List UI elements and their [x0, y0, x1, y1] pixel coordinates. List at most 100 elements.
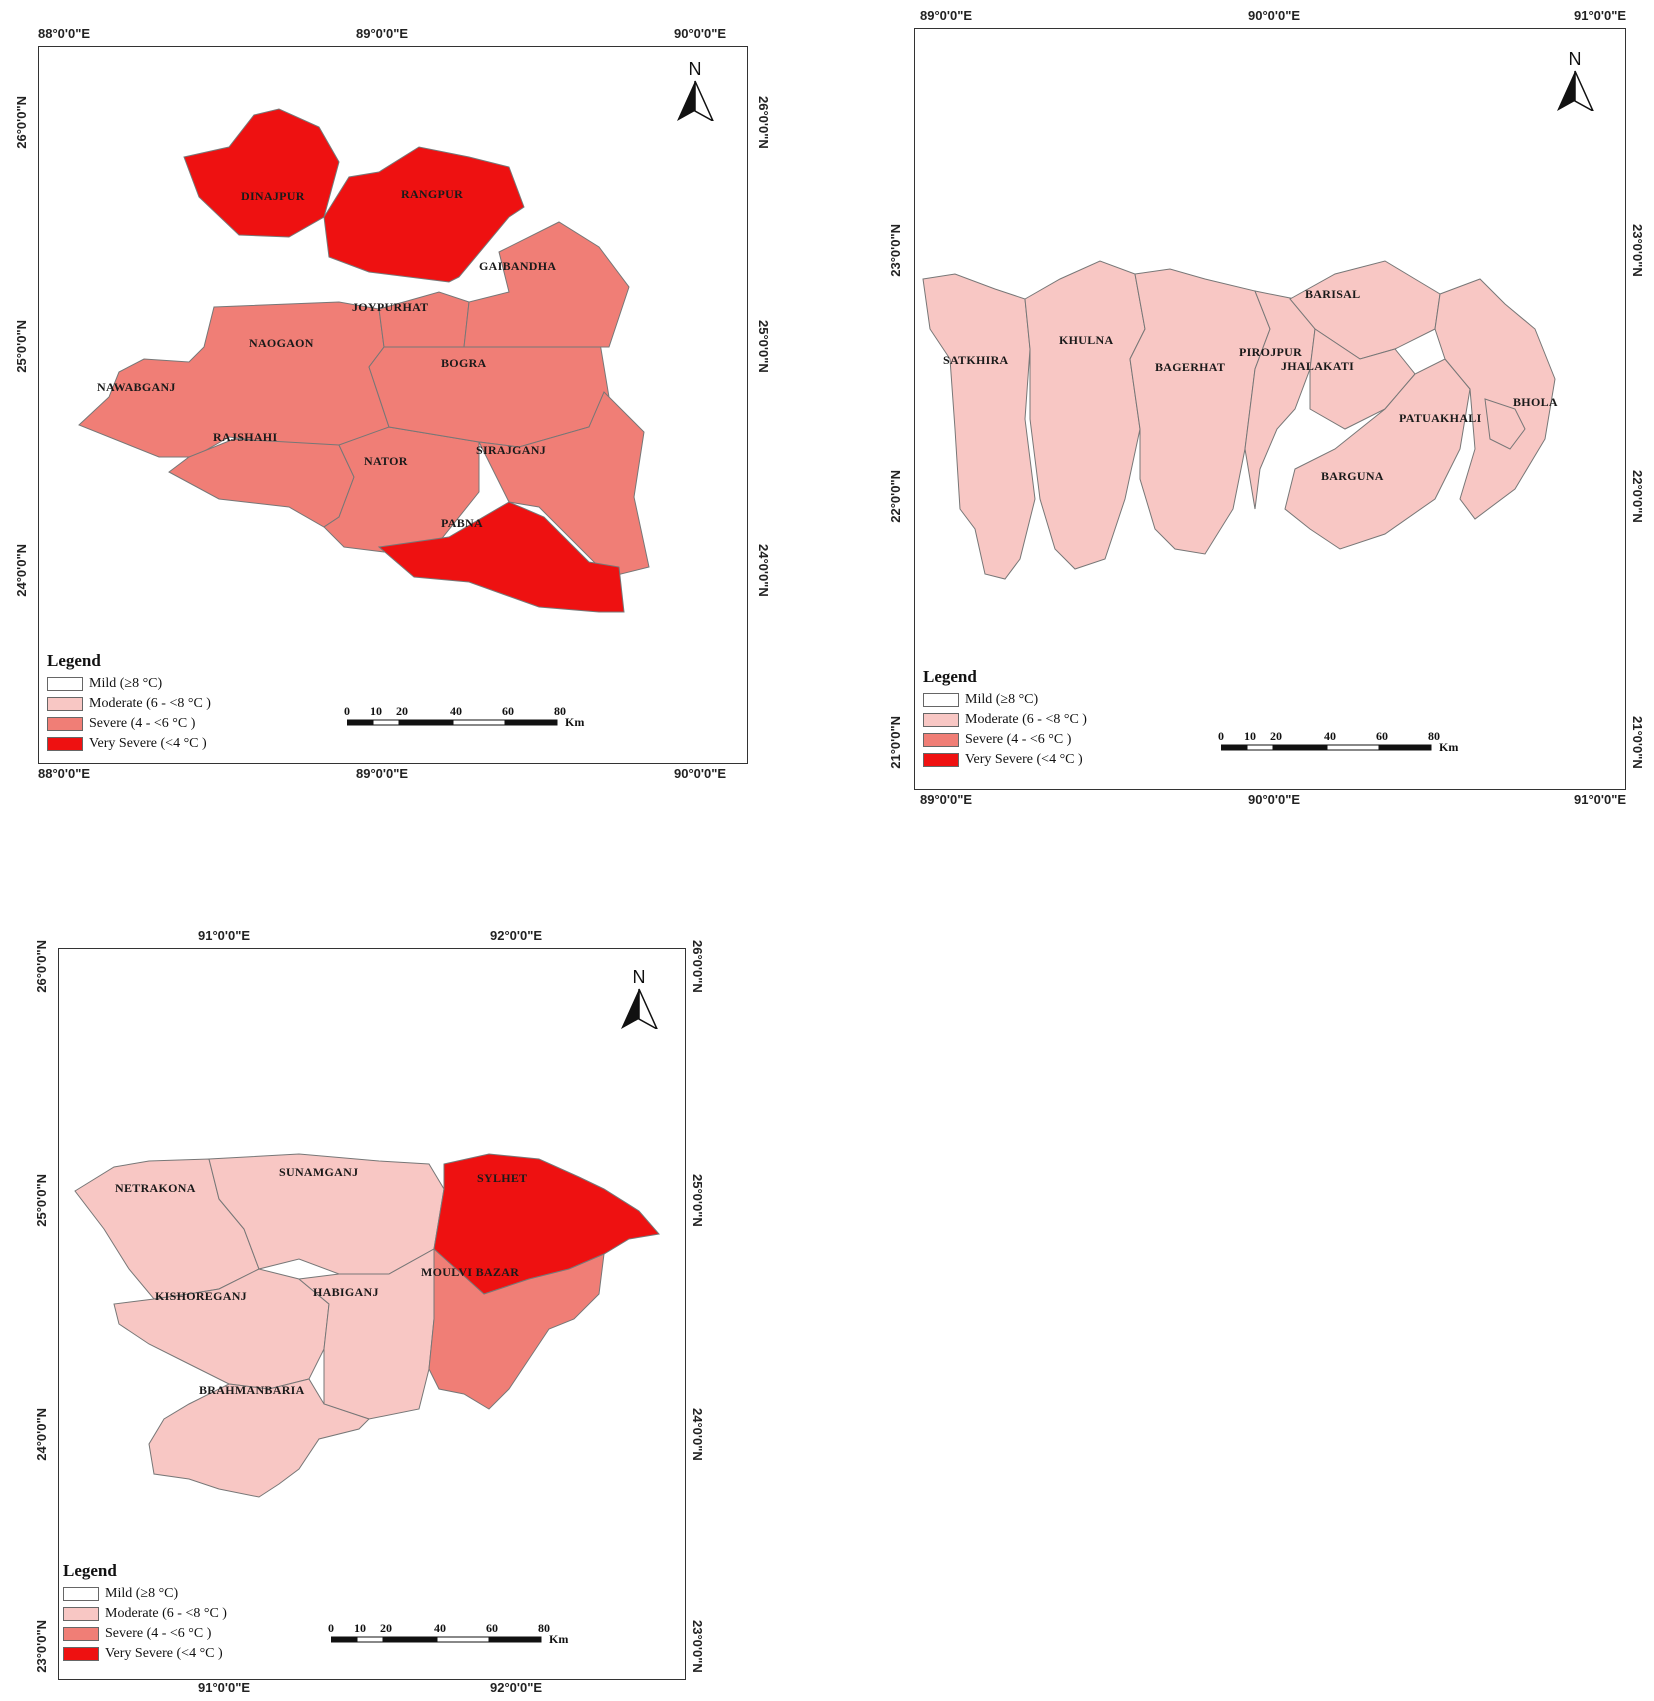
right-tick: 23°0'0"N: [1630, 224, 1645, 277]
legend-item: Mild (≥8 °C): [47, 674, 211, 694]
left-tick: 21°0'0"N: [888, 716, 903, 769]
scale-tick-label: 80: [554, 704, 566, 718]
district-label: MOULVI BAZAR: [421, 1265, 520, 1279]
district-shape: [323, 146, 525, 283]
legend-swatch: [923, 693, 959, 707]
district-label: SYLHET: [477, 1171, 528, 1185]
district-label: BRAHMANBARIA: [199, 1383, 305, 1397]
scale-unit: Km: [1439, 740, 1459, 754]
bottom-tick: 89°0'0"E: [356, 766, 409, 781]
district-shape: [1129, 268, 1271, 555]
legend-label: Severe (4 - <6 °C ): [89, 716, 196, 731]
map-frame: NETRAKONA SUNAMGANJ SYLHET KISHOREGANJ H…: [58, 948, 686, 1680]
legend-label: Very Severe (<4 °C ): [89, 736, 207, 751]
district-map: [78, 108, 650, 613]
district-shape: [1484, 398, 1526, 450]
district-shape: [428, 1247, 605, 1410]
left-tick: 25°0'0"N: [34, 1174, 49, 1227]
legend-title: Legend: [63, 1561, 117, 1580]
legend-swatch: [47, 677, 83, 691]
legend-item: Moderate (6 - <8 °C ): [47, 694, 211, 714]
left-tick: 26°0'0"N: [34, 940, 49, 993]
legend-swatch: [47, 737, 83, 751]
left-tick: 26°0'0"N: [14, 96, 29, 149]
district-label: KISHOREGANJ: [155, 1289, 247, 1303]
scale-tick-label: 40: [1324, 729, 1336, 743]
legend-swatch: [923, 713, 959, 727]
legend-item: Mild (≥8 °C): [923, 690, 1087, 710]
scale-tick-label: 10: [354, 1621, 366, 1635]
legend-label: Severe (4 - <6 °C ): [965, 732, 1072, 747]
bottom-tick: 88°0'0"E: [38, 766, 91, 781]
scale-tick-label: 10: [1244, 729, 1256, 743]
district-label: RANGPUR: [401, 187, 464, 201]
district-map: [922, 260, 1556, 580]
right-tick: 21°0'0"N: [1630, 716, 1645, 769]
legend-item: Moderate (6 - <8 °C ): [923, 710, 1087, 730]
scale-tick-label: 60: [502, 704, 514, 718]
district-label: RAJSHAHI: [213, 430, 278, 444]
scale-bar-graphic: [347, 719, 558, 726]
scale-tick-label: 20: [1270, 729, 1282, 743]
north-arrow-icon: N: [675, 59, 715, 121]
north-arrow-icon: N: [1555, 49, 1595, 111]
scale-tick-label: 20: [396, 704, 408, 718]
legend-item: Mild (≥8 °C): [63, 1584, 227, 1604]
scale-tick-label: 80: [538, 1621, 550, 1635]
scale-unit: Km: [565, 715, 585, 729]
legend-label: Moderate (6 - <8 °C ): [965, 712, 1087, 727]
legend-title: Legend: [923, 667, 977, 686]
scale-bar-graphic: [331, 1636, 542, 1643]
district-label: SIRAJGANJ: [476, 443, 547, 457]
district-shape: [922, 273, 1036, 580]
legend: Legend Mild (≥8 °C) Moderate (6 - <8 °C …: [47, 651, 211, 754]
district-map: [74, 1153, 660, 1498]
legend-swatch: [63, 1587, 99, 1601]
left-tick: 22°0'0"N: [888, 470, 903, 523]
district-shape: [297, 1248, 435, 1420]
legend-label: Severe (4 - <6 °C ): [105, 1626, 212, 1641]
legend-swatch: [63, 1627, 99, 1641]
top-tick: 89°0'0"E: [356, 26, 409, 41]
right-tick: 23°0'0"N: [690, 1620, 705, 1673]
district-shape: [377, 501, 625, 613]
scale-tick-label: 0: [328, 1621, 334, 1635]
scale-bar: 0 10 20 40 60 80 Km: [328, 1621, 571, 1651]
legend-swatch: [923, 733, 959, 747]
scale-tick-label: 10: [370, 704, 382, 718]
top-tick: 88°0'0"E: [38, 26, 91, 41]
right-tick: 26°0'0"N: [756, 96, 771, 149]
district-label: NETRAKONA: [115, 1181, 196, 1195]
legend-title: Legend: [47, 651, 101, 670]
district-label: PATUAKHALI: [1399, 411, 1482, 425]
district-label: NAWABGANJ: [97, 380, 176, 394]
bottom-tick: 90°0'0"E: [674, 766, 727, 781]
district-shape: [463, 221, 630, 348]
scale-unit: Km: [549, 1632, 569, 1646]
legend-label: Moderate (6 - <8 °C ): [89, 696, 211, 711]
district-label: BHOLA: [1513, 395, 1558, 409]
district-shape: [1024, 260, 1146, 570]
scale-tick-label: 20: [380, 1621, 392, 1635]
scale-bar: 0 10 20 40 60 80 Km: [344, 704, 587, 734]
scale-tick-label: 40: [450, 704, 462, 718]
legend-label: Very Severe (<4 °C ): [105, 1646, 223, 1661]
north-arrow-letter: N: [688, 59, 702, 79]
left-tick: 24°0'0"N: [14, 544, 29, 597]
bottom-tick: 91°0'0"E: [198, 1680, 251, 1695]
scale-tick-label: 80: [1428, 729, 1440, 743]
north-arrow-letter: N: [1568, 49, 1582, 69]
scale-tick-label: 0: [1218, 729, 1224, 743]
legend-swatch: [47, 697, 83, 711]
right-tick: 24°0'0"N: [690, 1408, 705, 1461]
district-label: BARGUNA: [1321, 469, 1384, 483]
district-label: HABIGANJ: [313, 1285, 379, 1299]
scale-tick-label: 60: [1376, 729, 1388, 743]
district-shape: [148, 1378, 370, 1498]
district-label: NAOGAON: [249, 336, 314, 350]
right-tick: 22°0'0"N: [1630, 470, 1645, 523]
top-tick: 91°0'0"E: [1574, 8, 1627, 23]
legend-item: Very Severe (<4 °C ): [47, 734, 211, 754]
district-shape: [183, 108, 340, 238]
legend-item: Very Severe (<4 °C ): [63, 1644, 227, 1664]
